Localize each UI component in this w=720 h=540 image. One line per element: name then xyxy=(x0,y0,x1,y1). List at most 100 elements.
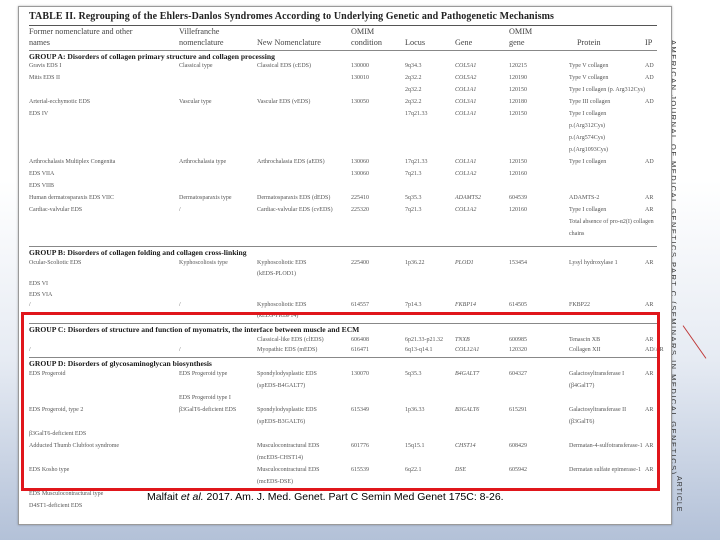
table-cell: Classical type xyxy=(179,63,213,69)
table-cell: 5q35.3 xyxy=(405,195,422,201)
table-cell: Collagen XII xyxy=(569,347,601,353)
table-cell: Arthrochalasis Multiplex Congenita xyxy=(29,159,116,165)
table-cell: AR xyxy=(645,195,654,201)
table-cell: Human dermatosparaxis EDS VIIC xyxy=(29,195,115,201)
table-row: Human dermatosparaxis EDS VIIC Dermatospa… xyxy=(29,194,657,203)
header-villefranche: Villefranche nomenclature xyxy=(179,27,224,47)
table-cell: 615349 xyxy=(351,407,369,413)
table-cell: AD xyxy=(645,159,654,165)
table-cell: Type V collagen xyxy=(569,75,609,81)
table-top-rule xyxy=(29,25,657,26)
table-cell: COL1A1 xyxy=(455,159,477,165)
table-cell: 616471 xyxy=(351,347,369,353)
table-row: D4ST1-deficient EDS xyxy=(29,502,657,511)
table-row: / / Kyphoscoliotic EDS 614557 7p14.3 FKBP14 61… xyxy=(29,301,657,310)
table-cell: 7q21.3 xyxy=(405,171,422,177)
table-cell: (spEDS-B4GALT7) xyxy=(257,383,306,389)
table-cell: D4ST1-deficient EDS xyxy=(29,503,83,509)
table-cell: 9q34.3 xyxy=(405,63,422,69)
table-cell: 2q32.2 xyxy=(405,99,422,105)
table-cell: 120215 xyxy=(509,63,527,69)
table-cell: 130050 xyxy=(351,99,369,105)
table-content: TABLE II. Regrouping of the Ehlers-Danlo… xyxy=(29,11,664,519)
header-locus: Locus xyxy=(405,38,426,47)
table-cell: p.(Arg574Cys) xyxy=(569,135,606,141)
table-cell: Gravis EDS I xyxy=(29,63,62,69)
table-cell: EDS Progeroid type xyxy=(179,371,228,377)
table-row: (kEDS-PLOD1) xyxy=(29,270,657,279)
table-cell: β3GalT6-deficient EDS xyxy=(29,431,87,437)
table-cell: FKBP14 xyxy=(455,302,476,308)
table-cell: Adducted Thumb Clubfoot syndrome xyxy=(29,443,120,449)
table-cell: 120150 xyxy=(509,159,527,165)
table-cell: TNXB xyxy=(455,337,470,343)
table-cell: Dermatan sulfate epimerase-1 xyxy=(569,467,641,473)
citation-rest: 2017. Am. J. Med. Genet. Part C Semin Me… xyxy=(203,491,504,503)
table-cell: Lysyl hydroxylase 1 xyxy=(569,260,618,266)
table-cell: EDS Progeroid type I xyxy=(179,395,231,401)
table-row: 2q32.2 COL1A1 120150 Type I collagen (p. Ar… xyxy=(29,86,657,95)
table-cell: AR xyxy=(645,337,654,343)
table-cell: Spondylodysplastic EDS xyxy=(257,407,317,413)
table-row: (spEDS-B3GALT6) (β3GalT6) xyxy=(29,418,657,427)
table-cell: Type I collagen xyxy=(569,111,607,117)
table-cell: / xyxy=(29,347,31,353)
table-cell: 608429 xyxy=(509,443,527,449)
table-cell: 615539 xyxy=(351,467,369,473)
table-cell: 604327 xyxy=(509,371,527,377)
table-cell: Arthrochalasia type xyxy=(179,159,227,165)
table-row: Arthrochalasis Multiplex Congenita Arthro… xyxy=(29,158,657,167)
table-row: (mcEDS-CHST14) xyxy=(29,454,657,463)
journal-page: TABLE II. Regrouping of the Ehlers-Danlo… xyxy=(18,6,672,525)
table-cell: 120150 xyxy=(509,111,527,117)
table-row: EDS Progeroid EDS Progeroid type Spondylod… xyxy=(29,370,657,379)
table-cell: Type III collagen xyxy=(569,99,611,105)
header-ip: IP xyxy=(645,38,653,47)
table-cell: FKBP22 xyxy=(569,302,591,308)
table-cell: (mcEDS-DSE) xyxy=(257,479,293,485)
table-row: EDS Progeroid, type 2 β3GalT6-deficient E… xyxy=(29,406,657,415)
table-cell: 6q22.1 xyxy=(405,467,422,473)
table-cell: 120320 xyxy=(509,347,527,353)
table-row: EDS VI xyxy=(29,280,657,289)
table-cell: AR xyxy=(645,407,654,413)
table-cell: 130010 xyxy=(351,75,369,81)
table-row: Arterial-ecchymotic EDS Vascular type Vasc… xyxy=(29,98,657,107)
group-b-rule xyxy=(29,246,657,247)
header-gene: Gene xyxy=(455,38,473,47)
table-cell: / xyxy=(179,347,181,353)
group-a-heading: GROUP A: Disorders of collagen primary s… xyxy=(29,52,275,61)
table-cell: 130060 xyxy=(351,159,369,165)
table-cell: COL5A1 xyxy=(455,63,477,69)
table-cell: Musculocontractural EDS xyxy=(257,467,320,473)
table-cell: Type I collagen (p. Arg312Cys) xyxy=(569,87,645,93)
table-cell: Vascular EDS (vEDS) xyxy=(257,99,311,105)
table-row: (mcEDS-DSE) xyxy=(29,478,657,487)
table-cell: COL1A1 xyxy=(455,87,477,93)
table-cell: 6q13-q14.1 xyxy=(405,347,433,353)
table-cell: Kyphoscoliosis type xyxy=(179,260,228,266)
group-b-heading: GROUP B: Disorders of collagen folding a… xyxy=(29,248,247,257)
table-cell: Tenascin XB xyxy=(569,337,601,343)
table-cell: AD/AR xyxy=(645,347,664,353)
table-row: p.(Arg574Cys) xyxy=(29,134,657,143)
table-cell: Kyphoscoliotic EDS xyxy=(257,302,307,308)
table-cell: Kyphoscoliotic EDS xyxy=(257,260,307,266)
table-cell: 130060 xyxy=(351,171,369,177)
group-d-heading: GROUP D: Disorders of glycosaminoglycan … xyxy=(29,359,212,368)
table-row: (kEDS-FKBP14) xyxy=(29,312,657,321)
table-cell: Type I collagen xyxy=(569,159,607,165)
table-cell: 17q21.33 xyxy=(405,111,428,117)
table-cell: Dermatosparaxis type xyxy=(179,195,232,201)
table-cell: AR xyxy=(645,371,654,377)
table-row: EDS Musculocontractural type xyxy=(29,490,657,499)
table-row: p.(Arg312Cys) xyxy=(29,122,657,131)
table-row: / / Myopathic EDS (mEDS) 616471 6q13-q14.1 CO… xyxy=(29,346,664,355)
header-protein: Protein xyxy=(577,38,601,47)
table-cell: / xyxy=(179,302,181,308)
table-row: chains xyxy=(29,230,657,239)
table-cell: Arterial-ecchymotic EDS xyxy=(29,99,91,105)
table-cell: 120160 xyxy=(509,171,527,177)
table-cell: EDS Progeroid, type 2 xyxy=(29,407,84,413)
table-cell: 601776 xyxy=(351,443,369,449)
